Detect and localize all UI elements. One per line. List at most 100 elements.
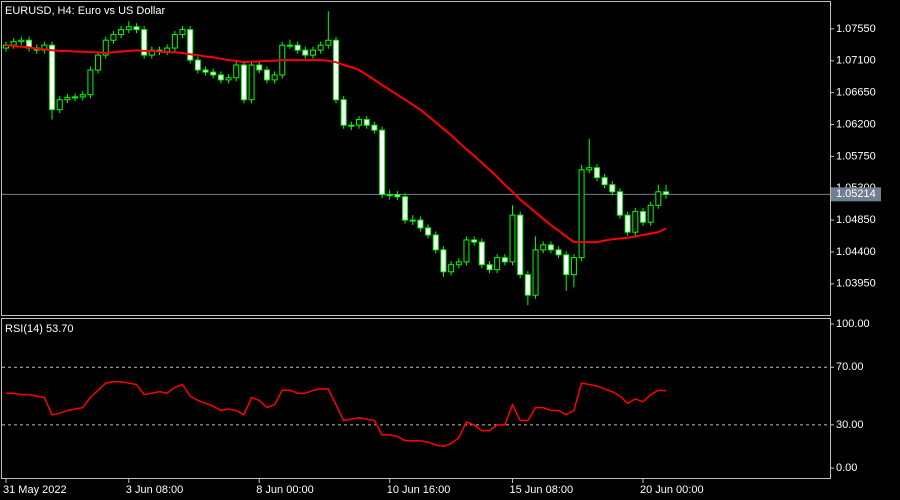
candle-body — [540, 244, 547, 251]
x-tick-label: 8 Jun 00:00 — [256, 484, 314, 496]
candle-body — [325, 39, 332, 46]
candle-body — [563, 254, 570, 276]
y-tick-label: 1.04400 — [836, 246, 876, 258]
candle-body — [570, 257, 577, 276]
candle-body — [233, 64, 240, 79]
y-tick-label: 0.00 — [836, 462, 857, 474]
candle-body — [432, 234, 439, 251]
candle-body — [95, 54, 102, 71]
candle-body — [547, 244, 554, 251]
candle-body — [624, 214, 631, 233]
candle-body — [141, 29, 148, 56]
candle-body — [49, 44, 56, 111]
candle-body — [363, 119, 370, 126]
candle-body — [3, 44, 9, 49]
rsi-panel-frame — [1, 318, 831, 479]
candle-body — [72, 96, 79, 99]
chart-title: EURUSD, H4: Euro vs US Dollar — [5, 5, 165, 17]
candle-body — [317, 44, 324, 51]
candle-body — [524, 274, 531, 296]
y-tick-label: 30.00 — [836, 419, 864, 431]
current-price-label: 1.05214 — [836, 188, 876, 200]
candle-body — [302, 49, 309, 56]
candle-body — [586, 167, 593, 171]
candle-body — [386, 194, 393, 197]
y-tick-label: 1.07550 — [836, 23, 876, 35]
candle-body — [402, 196, 409, 221]
candle-body — [463, 239, 470, 263]
candle-body — [164, 47, 171, 53]
candle-body — [286, 44, 293, 47]
candle-body — [217, 74, 224, 81]
candle-body — [271, 74, 278, 81]
candle-body — [171, 34, 178, 49]
candle-body — [639, 211, 646, 223]
candle-body — [440, 249, 447, 273]
candle-body — [371, 124, 378, 131]
y-tick-label: 1.03950 — [836, 278, 876, 290]
candle-body — [356, 119, 363, 126]
candle-body — [425, 227, 432, 236]
candle-body — [110, 34, 117, 41]
candle-body — [56, 99, 63, 111]
rsi-line — [6, 380, 667, 448]
candle-body — [601, 177, 608, 186]
candle-body — [133, 26, 140, 31]
candle-body — [125, 26, 132, 31]
moving-average — [5, 44, 667, 244]
candle-body — [501, 257, 508, 263]
x-tick-label: 20 Jun 00:00 — [640, 484, 704, 496]
candle-body — [409, 219, 416, 222]
candle-body — [593, 167, 600, 179]
candle-body — [471, 239, 478, 243]
candle-body — [294, 44, 301, 51]
candle-body — [79, 94, 86, 98]
y-tick-label: 70.00 — [836, 361, 864, 373]
candle-body — [210, 71, 217, 76]
candle-body — [225, 77, 232, 81]
candle-body — [202, 69, 209, 73]
candle-body — [486, 264, 493, 271]
candle-body — [263, 69, 270, 81]
candle-body — [348, 124, 355, 127]
candle-body — [102, 39, 109, 56]
candle-body — [10, 41, 17, 46]
y-tick-label: 100.00 — [836, 318, 870, 330]
candle-body — [555, 249, 562, 256]
current-price-box — [831, 187, 881, 202]
candle-body — [532, 249, 539, 296]
x-tick-label: 15 Jun 08:00 — [510, 484, 574, 496]
candle-body — [517, 214, 524, 276]
candle-body — [578, 169, 585, 259]
candle-body — [455, 261, 462, 266]
x-tick-label: 31 May 2022 — [3, 484, 67, 496]
candle-body — [448, 264, 455, 273]
candle-body — [187, 29, 194, 61]
y-tick-label: 1.05750 — [836, 150, 876, 162]
candle-body — [248, 64, 255, 101]
candle-body — [309, 49, 316, 56]
x-tick-label: 10 Jun 16:00 — [387, 484, 451, 496]
y-tick-label: 1.06650 — [836, 87, 876, 99]
candle-body — [647, 204, 654, 223]
candle-body — [478, 241, 485, 266]
candle-body — [417, 219, 424, 229]
candle-body — [87, 69, 94, 96]
candle-body — [118, 29, 125, 36]
candle-body — [494, 257, 501, 271]
main-panel-frame — [1, 1, 831, 316]
candle-body — [256, 64, 263, 71]
y-tick-label: 1.04850 — [836, 214, 876, 226]
candle-body — [655, 191, 662, 206]
candle-body — [632, 211, 639, 233]
rsi-title: RSI(14) 53.70 — [5, 323, 73, 335]
candle-body — [663, 191, 669, 195]
y-tick-label: 1.06200 — [836, 118, 876, 130]
candle-body — [616, 191, 623, 216]
candle-body — [240, 64, 247, 101]
candle-body — [333, 39, 339, 101]
candle-body — [609, 184, 616, 193]
y-tick-label: 1.07100 — [836, 55, 876, 67]
candle-body — [18, 39, 25, 43]
